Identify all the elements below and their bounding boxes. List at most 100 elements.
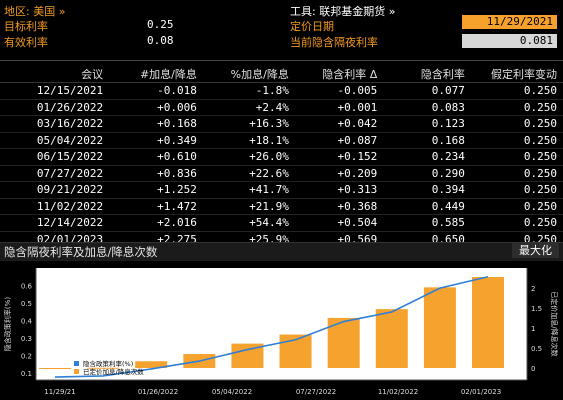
legend-label-line: 隐含政策利率(%)	[83, 359, 133, 368]
table-cell: +0.209	[294, 165, 384, 182]
column-header-hike-pct[interactable]: %加息/降息	[202, 66, 295, 83]
table-row[interactable]: 06/15/2022 +0.610 +26.0% +0.152 0.234 0.250	[0, 148, 563, 166]
table-cell: +54.4%	[202, 214, 295, 232]
chart-bar	[39, 368, 71, 369]
x-tick-label: 11/29/21	[44, 388, 75, 396]
legend-swatch-bar	[74, 369, 79, 374]
table-row[interactable]: 12/14/2022 +2.016 +54.4% +0.504 0.585 0.250	[0, 214, 563, 232]
table-cell: +0.504	[294, 214, 384, 232]
table-row[interactable]: 11/02/2022 +1.472 +21.9% +0.368 0.449 0.250	[0, 198, 563, 215]
table-cell: +2.016	[109, 214, 203, 232]
x-tick-label: 02/01/2023	[461, 388, 501, 396]
table-cell: 0.083	[383, 99, 471, 116]
table-cell: +0.168	[109, 115, 203, 133]
table-cell: 11/02/2022	[0, 198, 110, 215]
table-cell: 01/26/2022	[0, 99, 110, 116]
tool-selector[interactable]: 工具: 联邦基金期货 »	[290, 5, 396, 18]
chart-bar	[87, 367, 120, 369]
table-cell: 05/04/2022	[0, 132, 110, 149]
y-tick-right: 1.5	[531, 305, 542, 313]
region-selector[interactable]: 地区: 美国 »	[4, 5, 66, 18]
chart-line	[54, 275, 489, 378]
table-cell: 0.250	[470, 165, 563, 182]
table-cell: +1.252	[109, 181, 203, 199]
column-header-meeting[interactable]: 会议	[0, 66, 110, 83]
table-row[interactable]: 03/16/2022 +0.168 +16.3% +0.042 0.123 0.250	[0, 115, 563, 133]
table-cell: 07/27/2022	[0, 165, 110, 182]
y-tick-left: 0.3	[21, 335, 32, 343]
y-tick-left: 0.6	[21, 283, 33, 291]
table-cell: +0.313	[294, 181, 384, 199]
y-axis-label-left: 隐含政策利率(%)	[3, 297, 12, 351]
table-row[interactable]: 01/26/2022 +0.006 +2.4% +0.001 0.083 0.250	[0, 99, 563, 116]
column-header-implied-delta[interactable]: 隐含利率 Δ	[294, 66, 384, 83]
y-tick-left: 0.4	[21, 318, 33, 326]
table-cell: +26.0%	[202, 148, 295, 166]
table-cell: 0.250	[470, 99, 563, 116]
table-header-row: 会议 #加息/降息 %加息/降息 隐含利率 Δ 隐含利率 假定利率变动	[0, 66, 563, 83]
table-cell: +0.001	[294, 99, 384, 116]
chart-panel-title: 隐含隔夜利率及加息/降息次数	[4, 245, 158, 259]
table-row[interactable]: 12/15/2021 -0.018 -1.8% -0.005 0.077 0.250	[0, 82, 563, 100]
chart-bar	[472, 277, 504, 368]
x-tick-label: 07/27/2022	[296, 388, 336, 396]
table-row[interactable]: 05/04/2022 +0.349 +18.1% +0.087 0.168 0.250	[0, 132, 563, 149]
table-cell: 0.234	[383, 148, 471, 166]
chart-bar	[375, 309, 408, 368]
implied-rate-chart: 0.1 0.2 0.3 0.4 0.5 0.6 0 0.5 1 1.5 2 11/29/21 01/26…	[3, 268, 559, 396]
meetings-table: 会议 #加息/降息 %加息/降息 隐含利率 Δ 隐含利率 假定利率变动 12/1…	[0, 66, 563, 248]
table-cell: 0.250	[470, 148, 563, 166]
table-cell: 0.123	[383, 115, 471, 133]
table-cell: +0.087	[294, 132, 384, 149]
effective-rate-label: 有效利率	[4, 36, 48, 49]
table-cell: +41.7%	[202, 181, 295, 199]
pricing-date-input[interactable]: 11/29/2021	[462, 15, 557, 29]
table-row[interactable]: 07/27/2022 +0.836 +22.6% +0.209 0.290 0.250	[0, 165, 563, 182]
table-cell: 12/14/2022	[0, 214, 110, 232]
column-header-hikes[interactable]: #加息/降息	[109, 66, 203, 83]
table-cell: 09/21/2022	[0, 181, 110, 199]
pricing-date-label: 定价日期	[290, 20, 334, 33]
y-axis-label-right: 已定价加息/降息次数	[550, 291, 559, 356]
table-cell: +0.368	[294, 198, 384, 215]
y-tick-left: 0.5	[21, 300, 32, 308]
table-cell: +1.472	[109, 198, 203, 215]
legend-swatch-line	[74, 361, 79, 366]
maximize-button[interactable]: 最大化	[512, 243, 559, 258]
table-cell: +0.042	[294, 115, 384, 133]
table-row[interactable]: 09/21/2022 +1.252 +41.7% +0.313 0.394 0.250	[0, 181, 563, 199]
x-tick-label: 05/04/2022	[212, 388, 252, 396]
chart-panel-bar	[0, 242, 563, 261]
table-cell: +0.610	[109, 148, 203, 166]
table-cell: 06/15/2022	[0, 148, 110, 166]
table-cell: -0.018	[109, 82, 203, 100]
table-cell: 0.250	[470, 115, 563, 133]
table-cell: 0.585	[383, 214, 471, 232]
y-tick-right: 2	[531, 285, 535, 293]
table-cell: +0.836	[109, 165, 203, 182]
table-cell: -0.005	[294, 82, 384, 100]
x-tick-label: 01/26/2022	[138, 388, 178, 396]
table-cell: 0.250	[470, 82, 563, 100]
table-cell: +0.006	[109, 99, 203, 116]
table-cell: 0.250	[470, 214, 563, 232]
table-cell: 0.449	[383, 198, 471, 215]
target-rate-value: 0.25	[147, 18, 174, 31]
table-cell: 0.290	[383, 165, 471, 182]
table-cell: +22.6%	[202, 165, 295, 182]
header-divider	[0, 60, 563, 61]
target-rate-label: 目标利率	[4, 20, 48, 33]
x-tick-label: 11/02/2022	[378, 388, 418, 396]
table-cell: 0.168	[383, 132, 471, 149]
y-tick-left: 0.1	[21, 370, 32, 378]
column-header-assumed-move[interactable]: 假定利率变动	[470, 66, 563, 83]
table-cell: +2.4%	[202, 99, 295, 116]
table-cell: 0.077	[383, 82, 471, 100]
table-cell: 0.250	[470, 181, 563, 199]
legend-label-bar: 已定价加息/降息次数	[83, 367, 144, 376]
header-panel: 地区: 美国 » 目标利率 0.25 有效利率 0.08 工具: 联邦基金期货 …	[0, 0, 563, 64]
table-cell: 0.250	[470, 132, 563, 149]
table-cell: 0.394	[383, 181, 471, 199]
chart-bar	[423, 287, 456, 368]
column-header-implied-rate[interactable]: 隐含利率	[383, 66, 471, 83]
